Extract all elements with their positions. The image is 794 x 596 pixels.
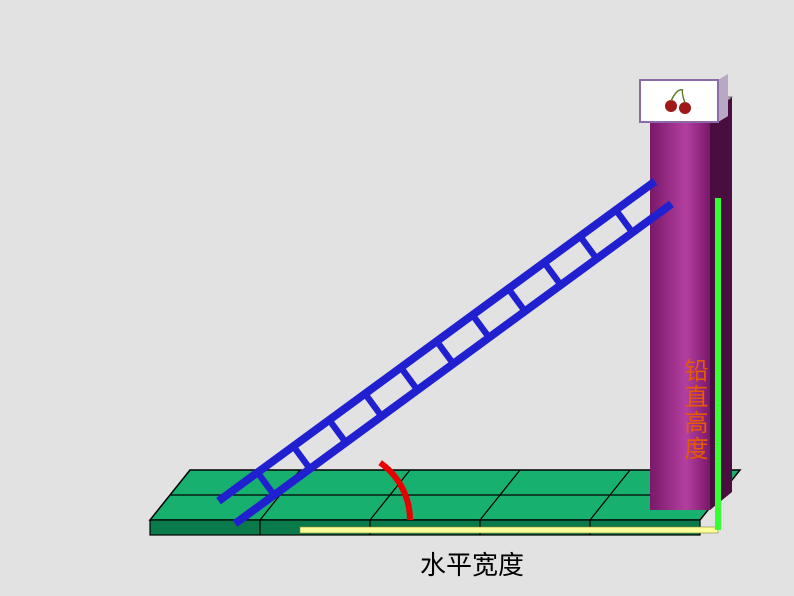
cherry-card bbox=[640, 74, 728, 122]
vertical-height-label: 铅直高度 bbox=[676, 358, 711, 462]
horizontal-width-label: 水平宽度 bbox=[420, 545, 524, 582]
diagram-canvas bbox=[0, 0, 794, 596]
width-indicator bbox=[300, 527, 718, 533]
